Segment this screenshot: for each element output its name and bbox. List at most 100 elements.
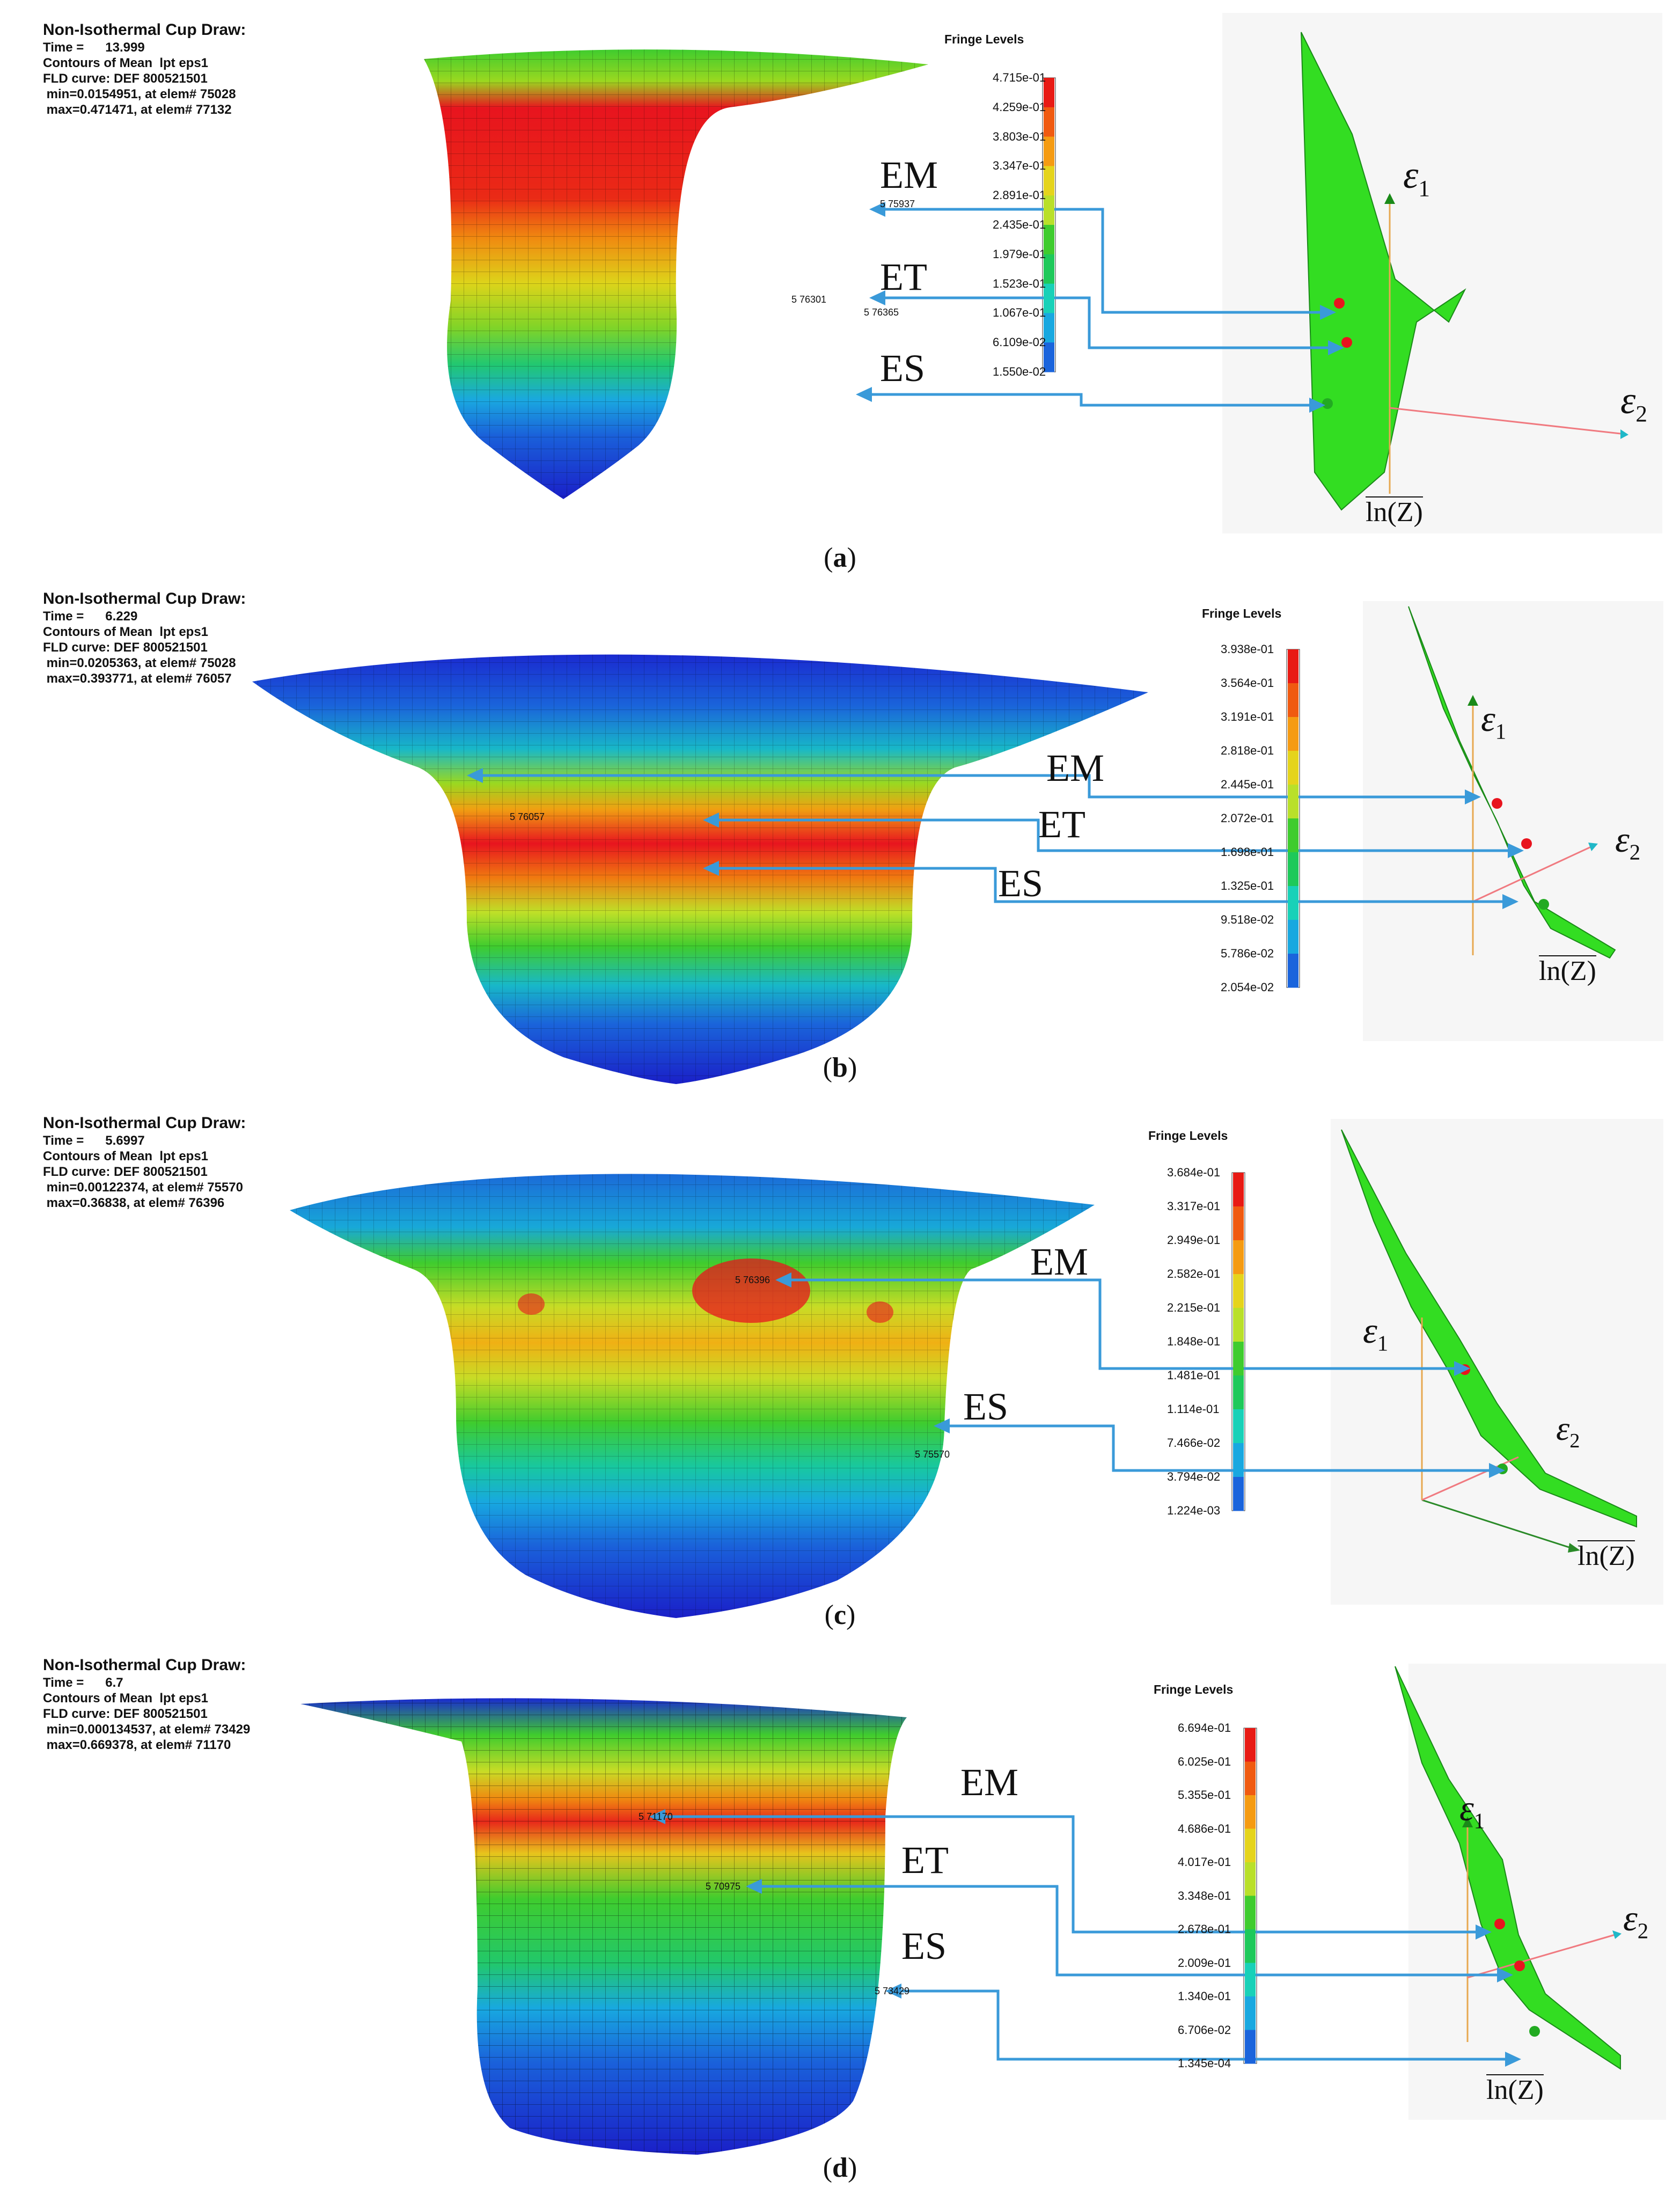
fringe-level-label: 2.435e-01 — [993, 218, 1046, 231]
info-title: Non-Isothermal Cup Draw: — [43, 590, 246, 608]
axis-lnz: ln(Z) — [1539, 955, 1596, 986]
label-et: ET — [901, 1839, 949, 1882]
fringe-segment — [1245, 1896, 1256, 1930]
fringe-level-label: 3.938e-01 — [1221, 642, 1274, 656]
axis-lnz: ln(Z) — [1486, 2074, 1544, 2105]
elem-id: 5 76396 — [735, 1275, 771, 1285]
info-min: min=0.00122374, at elem# 75570 — [43, 1180, 243, 1195]
label-es: ES — [880, 347, 926, 390]
axis-lnz: ln(Z) — [1366, 496, 1423, 528]
fringe-segment — [1044, 342, 1054, 372]
axis-eps1-sub: 1 — [1418, 176, 1430, 202]
axis-eps2: ε2 — [1556, 1411, 1580, 1451]
fringe-level-label: 3.803e-01 — [993, 129, 1046, 143]
fringe-level-label: 7.466e-02 — [1167, 1436, 1221, 1450]
axis-eps1-symbol: ε — [1363, 1310, 1377, 1351]
info-min: min=0.000134537, at elem# 73429 — [43, 1722, 251, 1737]
panel-c: Non-Isothermal Cup Draw: Time = 5.6997 C… — [0, 1114, 1680, 1650]
label-et: ET — [1038, 803, 1085, 846]
fringe-level-label: 2.818e-01 — [1221, 744, 1274, 757]
axis-eps1-sub: 1 — [1377, 1331, 1389, 1356]
connector-arrows — [478, 774, 1513, 903]
fringe-level-label: 4.715e-01 — [993, 71, 1046, 84]
fringe-segment — [1233, 1206, 1244, 1241]
fringe-segment — [1288, 920, 1298, 954]
caption-a: (a) — [824, 543, 856, 573]
fringe-level-label: 1.340e-01 — [1178, 1989, 1231, 2003]
fringe-level-label: 5.355e-01 — [1178, 1788, 1231, 1802]
info-contours: Contours of Mean lpt eps1 — [43, 625, 209, 639]
caption-letter: a — [833, 543, 847, 573]
caption-letter: c — [833, 1600, 847, 1630]
fringe-segment — [1245, 1929, 1256, 1963]
panel-d-graphics — [300, 1664, 1666, 2155]
axis-eps2-sub: 2 — [1569, 1429, 1580, 1452]
panel-c-graphics — [290, 1119, 1663, 1618]
info-fld: FLD curve: DEF 800521501 — [43, 1165, 208, 1179]
fringe-level-label: 3.794e-02 — [1167, 1470, 1221, 1483]
axis-eps1-symbol: ε — [1481, 698, 1495, 739]
fringe-level-label: 4.017e-01 — [1178, 1855, 1231, 1869]
fringe-segment — [1288, 649, 1298, 684]
label-em: EM — [960, 1761, 1018, 1804]
fringe-segment — [1233, 1477, 1244, 1511]
info-max: max=0.471471, at elem# 77132 — [43, 103, 232, 117]
fringe-level-label: 3.317e-01 — [1167, 1199, 1221, 1213]
connector-arrows — [867, 208, 1333, 407]
fringe-level-label: 3.347e-01 — [993, 159, 1046, 173]
fringe-level-label: 1.325e-01 — [1221, 879, 1274, 892]
fringe-segment — [1044, 136, 1054, 166]
info-min: min=0.0154951, at elem# 75028 — [43, 87, 236, 101]
fringe-segment — [1233, 1409, 1244, 1444]
fringe-level-label: 2.582e-01 — [1167, 1267, 1221, 1280]
axis-eps2: ε2 — [1623, 1900, 1648, 1942]
panel-a-graphics — [424, 13, 1662, 533]
fringe-segment — [1245, 1963, 1256, 1997]
fringe-level-label: 2.445e-01 — [1221, 778, 1274, 791]
fringe-title: Fringe Levels — [1202, 606, 1282, 620]
info-time: Time = 13.999 — [43, 40, 145, 55]
info-min: min=0.0205363, at elem# 75028 — [43, 656, 236, 670]
axis-eps1-symbol: ε — [1403, 153, 1419, 196]
fringe-segment — [1044, 195, 1054, 225]
axis-eps1-sub: 1 — [1473, 1809, 1485, 1833]
fringe-segment — [1288, 717, 1298, 751]
fringe-level-label: 1.114e-01 — [1167, 1402, 1220, 1416]
fringe-level-label: 1.979e-01 — [993, 247, 1046, 261]
fringe-level-label: 1.067e-01 — [993, 306, 1046, 320]
label-et: ET — [880, 255, 927, 298]
fringe-level-label: 4.686e-01 — [1178, 1821, 1231, 1835]
info-max: max=0.36838, at elem# 76396 — [43, 1196, 225, 1210]
fringe-level-label: 2.678e-01 — [1178, 1922, 1231, 1936]
fringe-level-label: 3.191e-01 — [1221, 710, 1274, 723]
fringe-segment — [1044, 225, 1054, 255]
caption-d: (d) — [823, 2153, 857, 2183]
info-time: Time = 6.229 — [43, 609, 138, 624]
fringe-title: Fringe Levels — [1154, 1682, 1234, 1696]
fringe-segment — [1288, 785, 1298, 819]
fringe-level-label: 1.698e-01 — [1221, 845, 1274, 859]
label-es: ES — [998, 862, 1044, 905]
info-title: Non-Isothermal Cup Draw: — [43, 21, 246, 39]
fringe-level-label: 2.072e-01 — [1221, 811, 1274, 825]
fringe-level-label: 5.786e-02 — [1221, 947, 1274, 960]
info-max: max=0.393771, at elem# 76057 — [43, 671, 232, 686]
fringe-level-label: 1.345e-04 — [1178, 2057, 1231, 2070]
caption-b: (b) — [823, 1052, 857, 1083]
fringe-level-label: 3.564e-01 — [1221, 676, 1274, 690]
fld-diagram — [1222, 13, 1662, 533]
fringe-level-label: 6.706e-02 — [1178, 2023, 1231, 2037]
axis-eps2-symbol: ε — [1556, 1409, 1570, 1447]
axis-eps1-sub: 1 — [1495, 719, 1507, 744]
axis-lnz: ln(Z) — [1578, 1540, 1635, 1571]
axis-eps1-symbol: ε — [1459, 1788, 1474, 1828]
elem-id: 5 70975 — [706, 1881, 741, 1892]
info-contours: Contours of Mean lpt eps1 — [43, 1691, 209, 1706]
fringe-segment — [1233, 1342, 1244, 1376]
info-time: Time = 6.7 — [43, 1675, 123, 1690]
elem-id: 5 75937 — [880, 199, 915, 209]
fringe-title: Fringe Levels — [1148, 1129, 1228, 1143]
connector-arrows — [786, 1278, 1494, 1472]
panel-d: Non-Isothermal Cup Draw: Time = 6.7 Cont… — [0, 1656, 1680, 2188]
elem-id: 5 76057 — [510, 811, 545, 822]
